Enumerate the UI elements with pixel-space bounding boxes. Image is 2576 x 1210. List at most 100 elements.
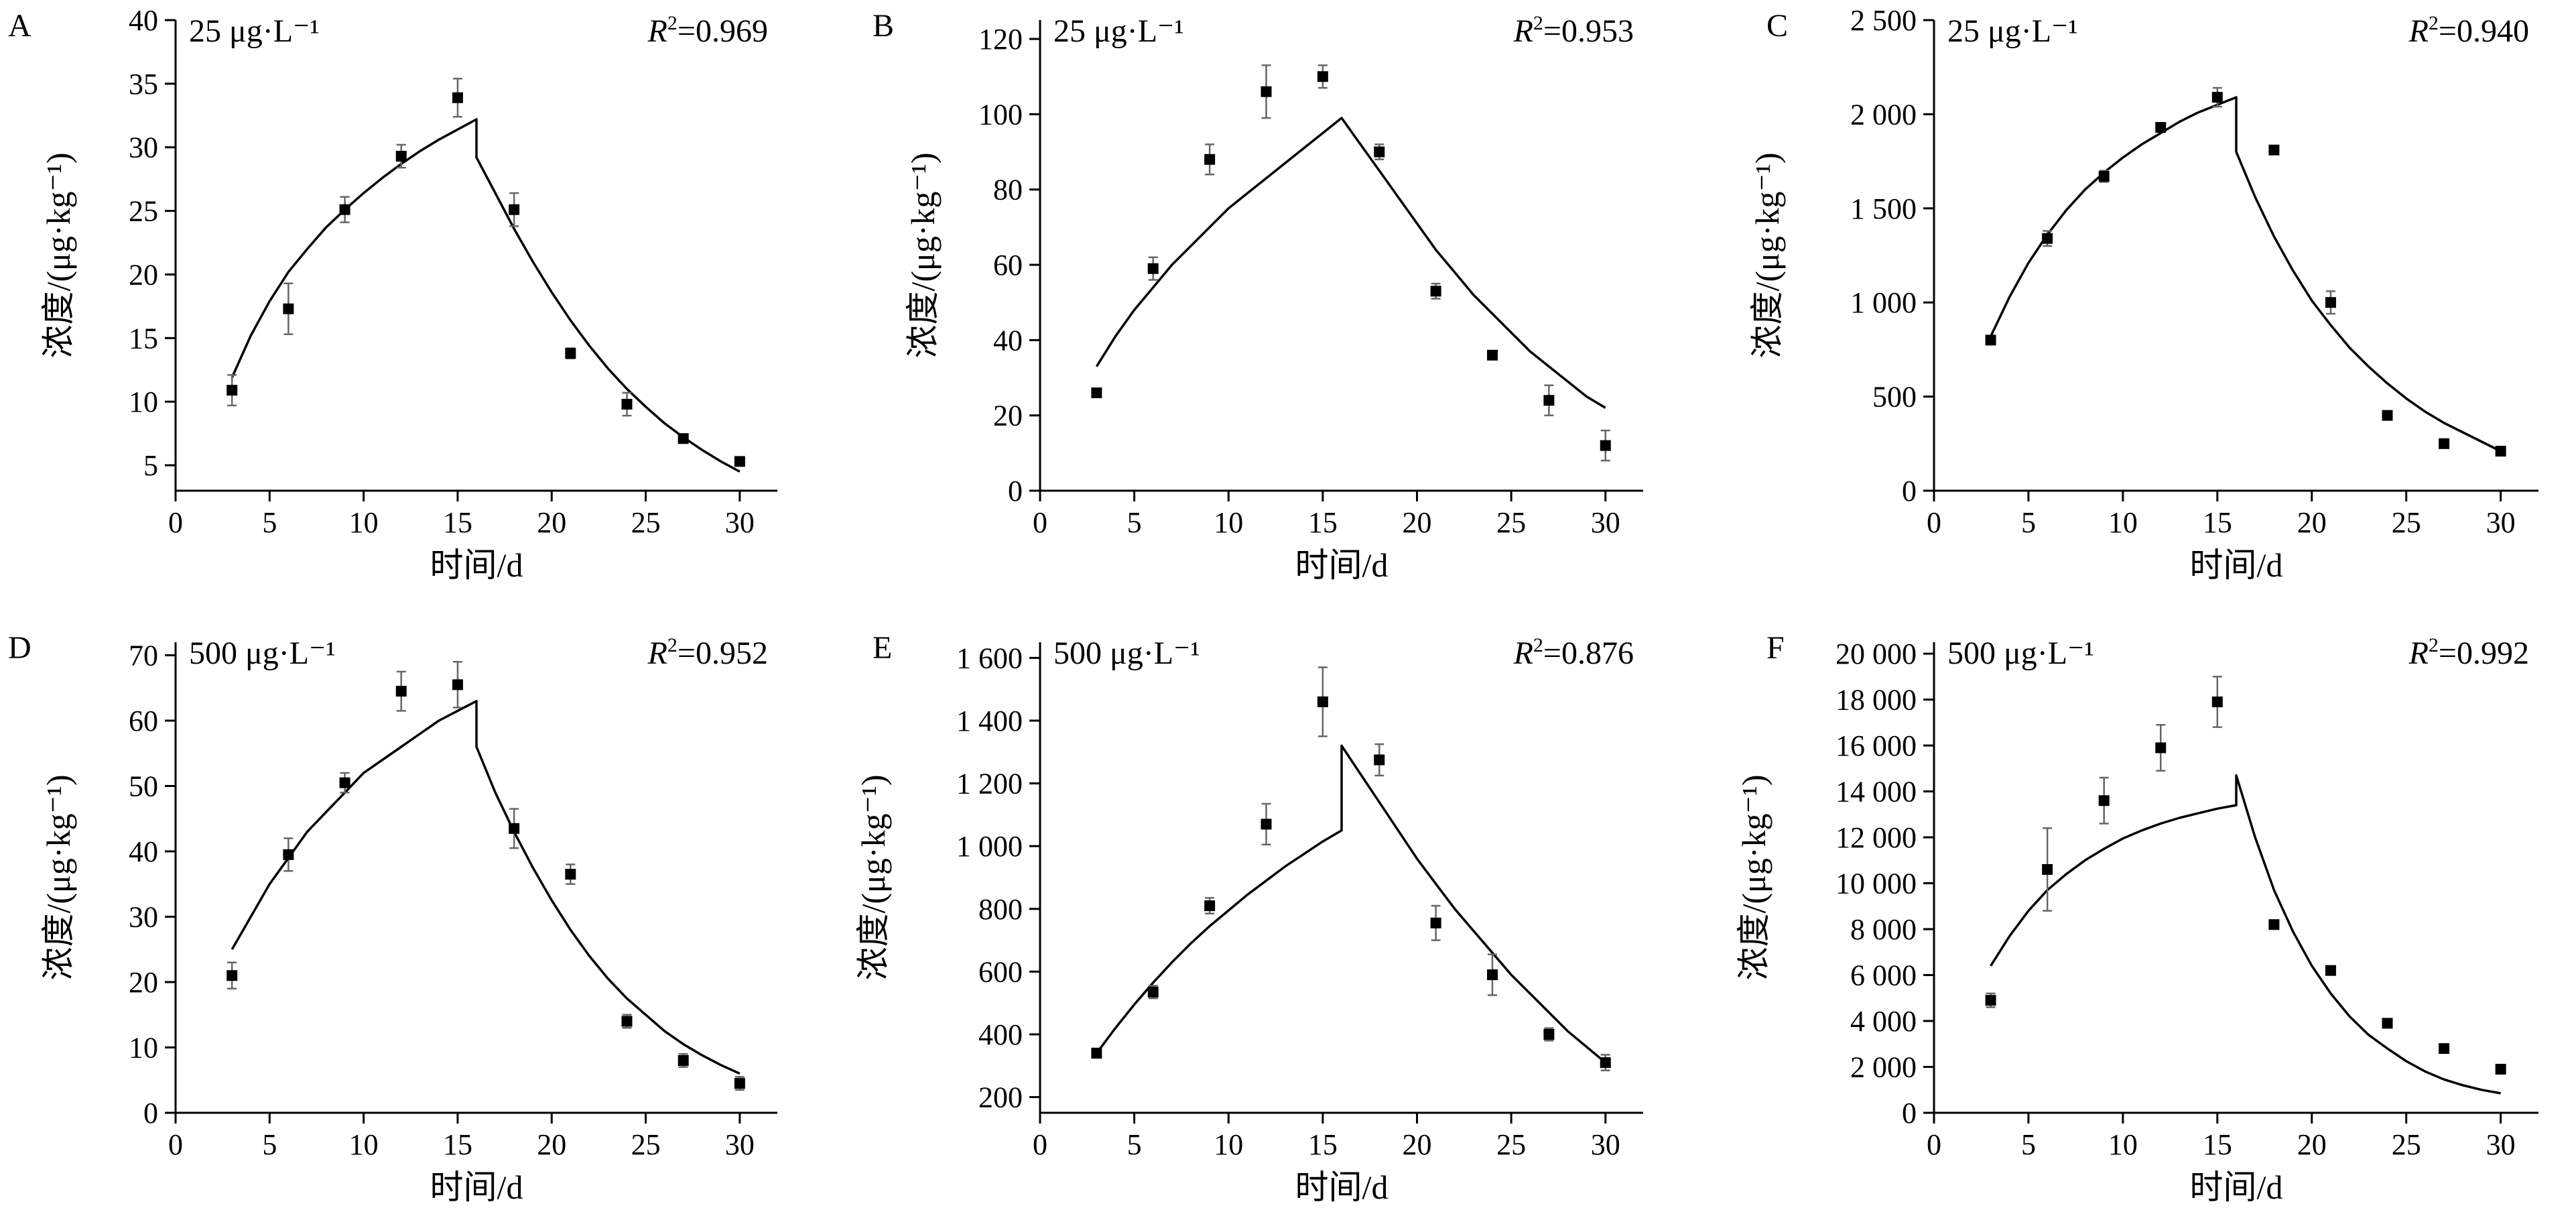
data-point bbox=[1430, 286, 1441, 297]
y-tick-label: 0 bbox=[1008, 475, 1023, 507]
x-tick-label: 20 bbox=[2297, 506, 2327, 539]
concentration-label: 25 μg·L⁻¹ bbox=[1947, 13, 2078, 49]
data-point bbox=[452, 679, 463, 690]
y-tick-label: 20 bbox=[993, 400, 1023, 432]
data-point bbox=[1317, 696, 1328, 707]
y-tick-label: 20 bbox=[129, 966, 158, 999]
panel-label: B bbox=[873, 8, 894, 44]
x-tick-label: 30 bbox=[725, 506, 755, 539]
panel-e: 0 5 10 15 20 25 30 200 400 600 800 1 000 1 200 1 400 1… bbox=[854, 630, 1643, 1206]
y-tick-label: 500 bbox=[1872, 381, 1917, 414]
concentration-label: 500 μg·L⁻¹ bbox=[1947, 636, 2094, 671]
y-tick-label: 12 000 bbox=[1836, 821, 1917, 854]
x-tick-label: 15 bbox=[443, 1128, 472, 1161]
y-axis-title: 浓度/(μg·kg⁻¹) bbox=[904, 152, 942, 358]
data-point bbox=[1374, 146, 1385, 158]
x-axis-title: 时间/d bbox=[430, 546, 523, 584]
panel-label: C bbox=[1766, 8, 1788, 44]
y-tick-label: 0 bbox=[143, 1097, 158, 1130]
y-tick-label: 35 bbox=[129, 68, 158, 101]
x-tick-label: 10 bbox=[349, 506, 379, 539]
x-tick-label: 20 bbox=[1403, 506, 1432, 539]
panel-label: D bbox=[8, 630, 31, 666]
y-tick-label: 14 000 bbox=[1836, 776, 1917, 808]
y-tick-label: 80 bbox=[993, 174, 1023, 206]
data-point bbox=[1487, 969, 1498, 981]
data-point bbox=[2439, 1043, 2450, 1054]
x-tick-label: 5 bbox=[2021, 1128, 2036, 1161]
y-axis-title: 浓度/(μg·kg⁻¹) bbox=[40, 152, 77, 358]
r-squared-value: =0.969 bbox=[678, 13, 768, 49]
x-tick-label: 5 bbox=[262, 506, 277, 539]
fit-curve bbox=[231, 118, 740, 473]
x-tick-label: 30 bbox=[1591, 1128, 1620, 1161]
x-tick-label: 25 bbox=[631, 1128, 661, 1161]
y-tick-label: 10 000 bbox=[1836, 867, 1917, 900]
y-tick-label: 100 bbox=[978, 98, 1023, 131]
r-squared-label: R2=0.953 bbox=[1513, 12, 1634, 49]
y-tick-label: 5 bbox=[143, 449, 158, 482]
data-point bbox=[1317, 71, 1328, 82]
data-point bbox=[621, 398, 633, 410]
panel-d: 0 5 10 15 20 25 30 0 10 20 30 40 50 60 70 D 500 μg·L⁻¹ R2… bbox=[8, 630, 777, 1206]
data-point bbox=[2155, 742, 2167, 753]
data-point bbox=[2268, 144, 2280, 156]
y-tick-label: 800 bbox=[978, 893, 1023, 926]
r-squared-label: R2=0.876 bbox=[1513, 634, 1634, 671]
data-point bbox=[2495, 446, 2506, 457]
data-point bbox=[1374, 754, 1385, 766]
x-tick-label: 15 bbox=[443, 506, 472, 539]
x-tick-label: 0 bbox=[168, 1128, 183, 1161]
y-tick-label: 1 400 bbox=[956, 705, 1023, 737]
r-squared-value: =0.876 bbox=[1543, 636, 1634, 671]
data-point bbox=[283, 303, 294, 314]
data-point bbox=[509, 823, 520, 834]
data-point bbox=[227, 385, 238, 396]
x-tick-label: 10 bbox=[1214, 506, 1243, 539]
fit-curve bbox=[1990, 774, 2501, 1095]
r-squared-value: =0.992 bbox=[2439, 636, 2529, 671]
x-tick-label: 15 bbox=[1308, 506, 1338, 539]
x-tick-label: 0 bbox=[1033, 1128, 1047, 1161]
x-tick-label: 20 bbox=[537, 1128, 566, 1161]
y-tick-label: 400 bbox=[978, 1018, 1023, 1051]
y-tick-label: 1 000 bbox=[1850, 286, 1917, 319]
data-point bbox=[2155, 122, 2167, 133]
data-point bbox=[1543, 395, 1555, 406]
x-tick-label: 30 bbox=[2486, 1128, 2516, 1161]
y-tick-label: 20 000 bbox=[1836, 638, 1917, 670]
y-tick-label: 18 000 bbox=[1836, 684, 1917, 717]
y-axis-title: 浓度/(μg·kg⁻¹) bbox=[1735, 774, 1773, 980]
x-tick-label: 10 bbox=[2108, 506, 2138, 539]
y-tick-label: 10 bbox=[129, 1032, 158, 1065]
data-point bbox=[339, 204, 350, 215]
y-tick-label: 0 bbox=[1902, 1097, 1917, 1130]
x-tick-label: 20 bbox=[1403, 1128, 1432, 1161]
panel-c: 0 5 10 15 20 25 30 0 500 1 000 1 500 2 000 2 500 C 25 … bbox=[1748, 4, 2538, 584]
x-tick-label: 30 bbox=[725, 1128, 755, 1161]
x-tick-label: 10 bbox=[2108, 1128, 2138, 1161]
y-tick-label: 1 500 bbox=[1850, 192, 1917, 225]
data-point bbox=[227, 970, 238, 981]
data-point bbox=[283, 849, 294, 860]
data-point bbox=[2211, 92, 2223, 103]
y-tick-label: 30 bbox=[129, 901, 158, 934]
data-point bbox=[621, 1016, 633, 1027]
y-axis-title: 浓度/(μg·kg⁻¹) bbox=[40, 774, 77, 980]
data-point bbox=[2042, 233, 2053, 244]
x-tick-label: 25 bbox=[2392, 1128, 2421, 1161]
data-point bbox=[678, 1055, 689, 1066]
data-point bbox=[1430, 917, 1441, 928]
x-tick-label: 0 bbox=[1927, 1128, 1941, 1161]
y-tick-label: 60 bbox=[993, 249, 1023, 282]
y-tick-label: 2 500 bbox=[1850, 4, 1917, 37]
data-point bbox=[2211, 697, 2223, 708]
data-point bbox=[1600, 440, 1611, 451]
y-tick-label: 4 000 bbox=[1850, 1005, 1917, 1038]
data-point bbox=[2382, 410, 2393, 421]
data-point bbox=[1543, 1029, 1555, 1040]
data-point bbox=[509, 204, 520, 215]
r-squared-value: =0.952 bbox=[678, 636, 768, 671]
